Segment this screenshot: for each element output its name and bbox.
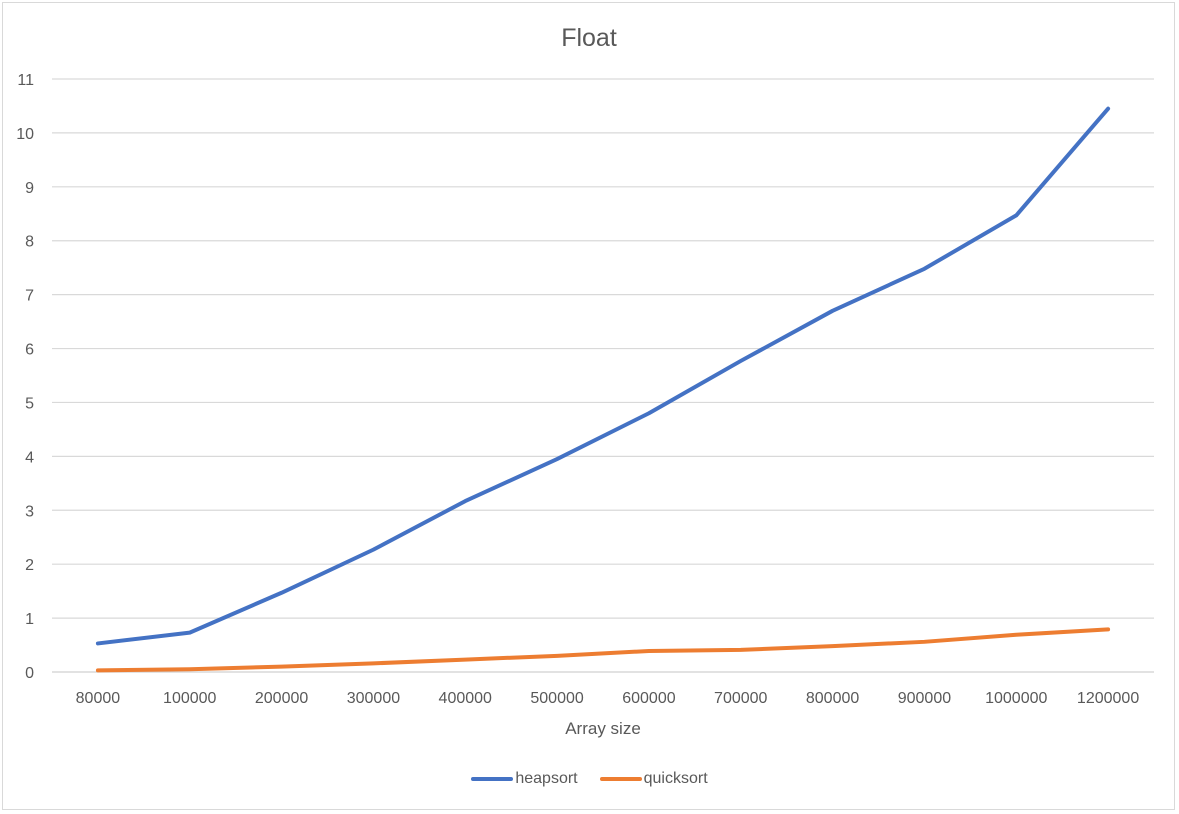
x-tick-label: 200000	[255, 690, 308, 707]
y-tick-label: 0	[25, 665, 34, 682]
legend-label-quicksort: quicksort	[643, 770, 708, 787]
legend-swatch-heapsort	[471, 777, 514, 781]
legend-entry-heapsort: heapsort	[471, 770, 578, 788]
y-tick-label: 4	[25, 449, 34, 466]
legend-label-heapsort: heapsort	[515, 770, 578, 787]
y-tick-label: 3	[25, 503, 34, 520]
chart-title: Float	[561, 24, 617, 52]
y-tick-label: 7	[25, 288, 34, 305]
series-line-heapsort	[95, 106, 1111, 646]
x-tick-label: 80000	[76, 690, 121, 707]
x-tick-label: 900000	[898, 690, 951, 707]
y-tick-label: 2	[25, 557, 34, 574]
legend-swatch-quicksort	[599, 777, 642, 781]
y-tick-label: 8	[25, 234, 34, 251]
x-tick-label: 800000	[806, 690, 859, 707]
series-line-quicksort	[95, 627, 1111, 673]
y-tick-label: 9	[25, 180, 34, 197]
x-tick-label: 1000000	[985, 690, 1047, 707]
x-tick-label: 700000	[714, 690, 767, 707]
x-tick-label: 400000	[439, 690, 492, 707]
y-tick-label: 1	[25, 611, 34, 628]
y-tick-label: 10	[16, 126, 34, 143]
x-tick-label: 100000	[163, 690, 216, 707]
x-axis-label: Array size	[565, 719, 641, 738]
legend: heapsort quicksort	[0, 770, 1179, 788]
x-tick-label: 1200000	[1077, 690, 1139, 707]
x-tick-label: 300000	[347, 690, 400, 707]
y-tick-label: 5	[25, 395, 34, 412]
legend-entry-quicksort: quicksort	[599, 770, 708, 788]
x-tick-label: 600000	[622, 690, 675, 707]
y-tick-label: 11	[17, 72, 34, 89]
y-tick-label: 6	[25, 342, 34, 359]
x-tick-label: 500000	[530, 690, 583, 707]
